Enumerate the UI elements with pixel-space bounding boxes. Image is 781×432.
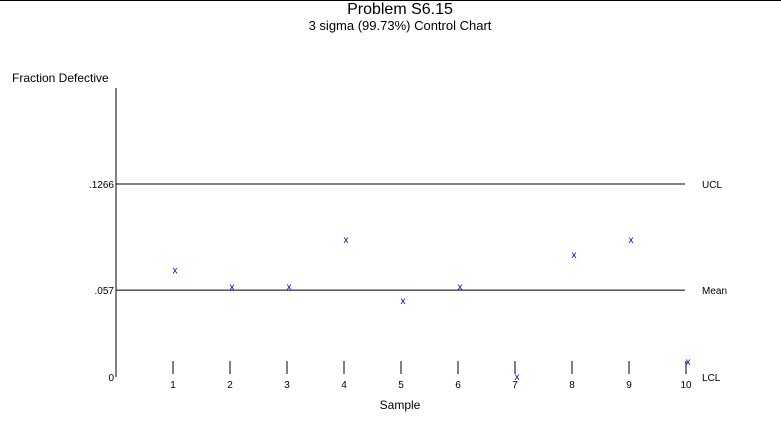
control-line-label-ucl: UCL <box>702 180 722 191</box>
x-tick-label: 1 <box>170 380 176 391</box>
x-tick-label: 9 <box>626 380 632 391</box>
chart-subtitle: 3 sigma (99.73%) Control Chart <box>308 18 492 33</box>
y-tick-label: .057 <box>95 286 115 297</box>
x-tick-label: 10 <box>680 380 692 391</box>
data-point-marker: x <box>401 296 406 307</box>
data-point-marker: x <box>458 282 463 293</box>
x-axis-label: Sample <box>380 398 421 412</box>
data-point-marker: x <box>515 372 520 383</box>
chart-title: Problem S6.15 <box>347 1 453 18</box>
x-tick-label: 3 <box>284 380 290 391</box>
x-tick-label: 6 <box>455 380 461 391</box>
data-point-marker: x <box>287 282 292 293</box>
data-point-marker: x <box>173 265 178 276</box>
data-point-marker: x <box>686 357 691 368</box>
x-tick-label: 4 <box>341 380 347 391</box>
data-point-marker: x <box>344 235 349 246</box>
x-tick-label: 5 <box>398 380 404 391</box>
data-point-marker: x <box>629 235 634 246</box>
data-point-marker: x <box>572 250 577 261</box>
top-border-line <box>0 0 781 1</box>
control-line-label-mean: Mean <box>702 286 727 297</box>
x-tick-label: 7 <box>512 380 518 391</box>
x-tick-label: 8 <box>569 380 575 391</box>
x-tick-label: 2 <box>227 380 233 391</box>
y-tick-label: 0 <box>108 373 114 384</box>
y-tick-label: .1266 <box>89 180 114 191</box>
data-point-marker: x <box>230 282 235 293</box>
control-line-label-lcl: LCL <box>702 373 721 384</box>
y-axis-label: Fraction Defective <box>12 71 109 85</box>
